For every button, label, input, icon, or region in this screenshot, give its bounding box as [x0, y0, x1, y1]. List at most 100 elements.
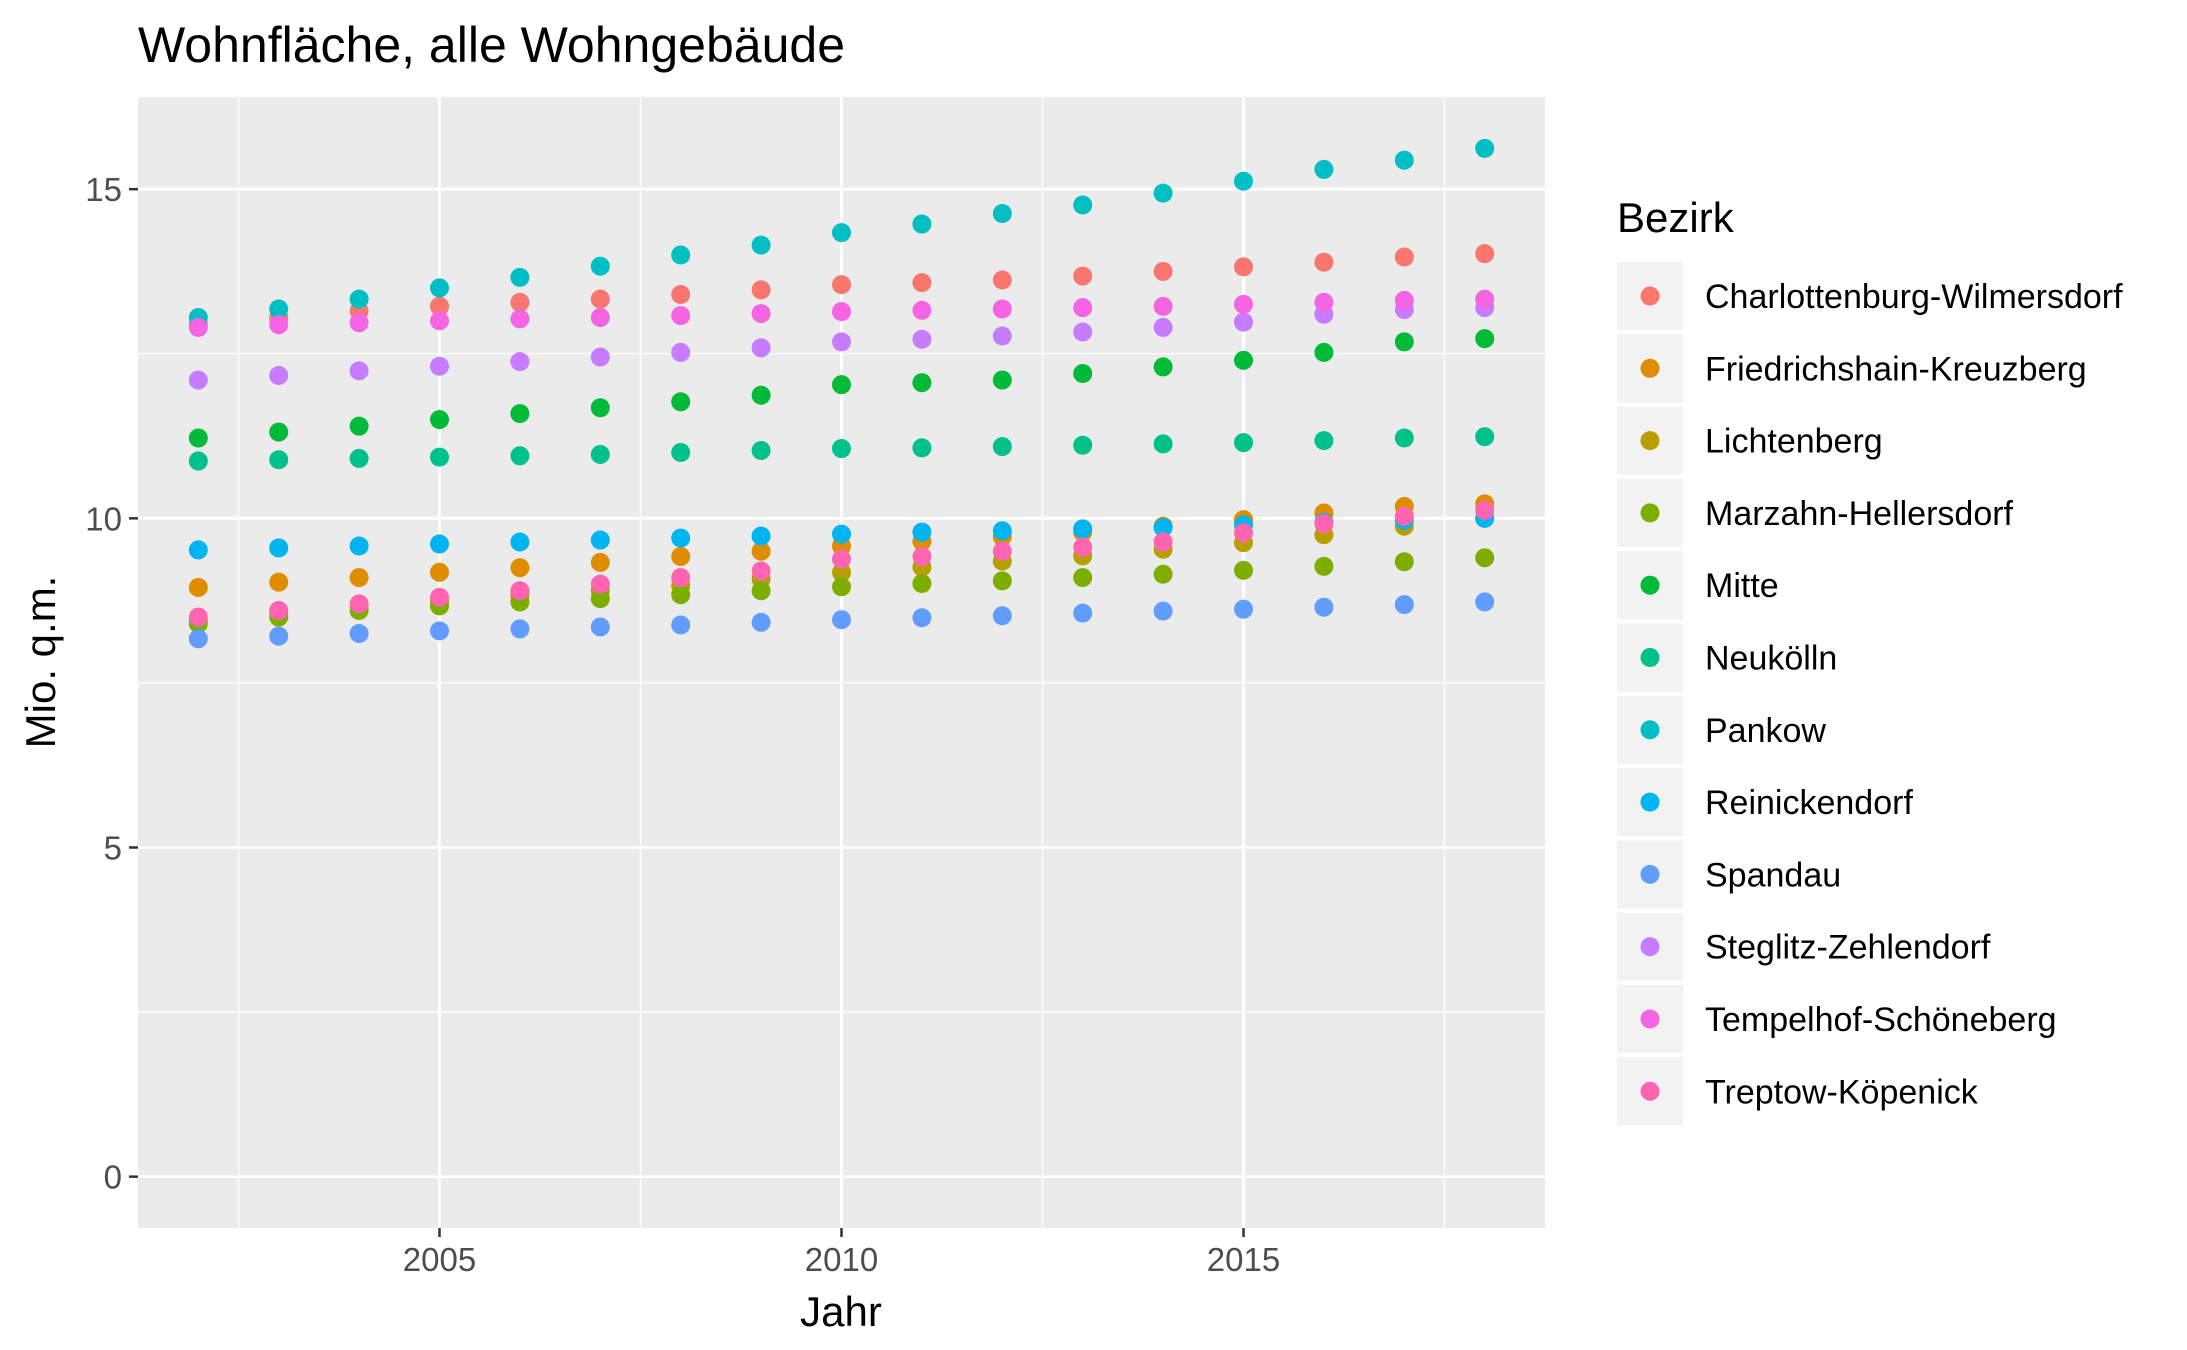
data-point: [751, 541, 771, 561]
data-point: [1073, 603, 1093, 623]
legend-label: Steglitz-Zehlendorf: [1705, 929, 1991, 967]
data-point: [1475, 427, 1495, 447]
data-point: [269, 572, 289, 592]
data-point: [269, 600, 289, 620]
legend-marker: [1640, 720, 1660, 740]
x-tick-label: 2015: [1207, 1241, 1280, 1278]
data-point: [430, 410, 449, 430]
y-tick-label: 10: [85, 500, 122, 537]
data-point: [510, 532, 530, 552]
data-point: [1475, 500, 1495, 520]
data-point: [912, 547, 932, 567]
data-point: [1234, 171, 1253, 191]
data-point: [430, 587, 449, 607]
data-point: [832, 302, 851, 322]
data-point: [510, 267, 530, 287]
data-point: [912, 300, 932, 320]
legend-item: Neukölln: [1617, 623, 1837, 692]
legend-label: Neukölln: [1705, 640, 1837, 678]
data-point: [590, 574, 610, 594]
data-point: [430, 447, 449, 467]
data-point: [590, 530, 610, 550]
data-point: [349, 536, 369, 556]
data-point: [590, 308, 610, 328]
data-point: [349, 289, 369, 309]
data-point: [1153, 518, 1173, 538]
data-point: [992, 299, 1012, 319]
legend-label: Marzahn-Hellersdorf: [1705, 495, 2014, 533]
data-point: [751, 612, 771, 632]
data-point: [1073, 322, 1093, 342]
data-point: [832, 562, 851, 582]
legend-label: Spandau: [1705, 856, 1841, 894]
legend-label: Treptow-Köpenick: [1705, 1073, 1979, 1111]
data-point: [430, 311, 449, 331]
data-point: [590, 347, 610, 367]
data-point: [1153, 357, 1173, 377]
series-8: [188, 592, 1495, 649]
data-point: [510, 619, 530, 639]
data-point: [1153, 183, 1173, 203]
data-point: [992, 326, 1012, 346]
legend-item: Tempelhof-Schöneberg: [1617, 985, 2057, 1053]
legend-title: Bezirk: [1617, 194, 1735, 241]
data-point: [1314, 431, 1334, 451]
data-point: [992, 204, 1012, 224]
legend-label: Mitte: [1705, 567, 1779, 605]
data-point: [1394, 290, 1414, 310]
data-point: [1394, 552, 1414, 572]
legend-item: Treptow-Köpenick: [1617, 1057, 1979, 1126]
legend-item: Spandau: [1617, 840, 1841, 909]
data-point: [751, 441, 771, 461]
data-point: [1475, 329, 1495, 349]
data-point: [269, 365, 289, 385]
data-point: [992, 521, 1012, 541]
y-tick-label: 5: [104, 829, 122, 866]
data-point: [1073, 195, 1093, 215]
legend-marker: [1640, 286, 1660, 306]
data-point: [430, 296, 449, 316]
legend-label: Tempelhof-Schöneberg: [1705, 1001, 2057, 1039]
data-point: [269, 626, 289, 646]
data-point: [1234, 433, 1253, 453]
data-point: [1153, 296, 1173, 316]
legend-marker: [1640, 358, 1660, 378]
data-point: [349, 624, 369, 644]
data-point: [349, 568, 369, 588]
legend-marker: [1640, 503, 1660, 523]
legend-label: Friedrichshain-Kreuzberg: [1705, 350, 2087, 388]
data-point: [1475, 592, 1495, 612]
data-point: [1073, 266, 1093, 286]
data-point: [188, 428, 208, 448]
data-point: [671, 585, 691, 605]
data-point: [510, 309, 530, 329]
data-point: [832, 439, 851, 459]
data-point: [751, 581, 771, 601]
data-point: [590, 444, 610, 464]
data-point: [1073, 298, 1093, 318]
x-axis: 2005 2010 2015: [403, 1228, 1280, 1278]
data-point: [188, 607, 208, 627]
data-point: [1153, 532, 1173, 552]
data-point: [751, 526, 771, 546]
legend: Bezirk Charlottenburg-Wilmersdorf Friedri…: [1617, 194, 2123, 1126]
data-point: [188, 451, 208, 471]
data-point: [269, 450, 289, 470]
data-point: [1073, 568, 1093, 588]
data-point: [832, 577, 851, 597]
data-point: [430, 562, 449, 582]
data-point: [671, 284, 691, 304]
data-point: [1394, 506, 1414, 526]
legend-item: Friedrichshain-Kreuzberg: [1617, 334, 2087, 403]
grid-lines: [138, 97, 1545, 1228]
series-6: [188, 138, 1495, 328]
data-point: [269, 422, 289, 442]
data-point: [430, 356, 449, 376]
chart-title: Wohnfläche, alle Wohngebäude: [138, 17, 845, 73]
data-point: [510, 446, 530, 466]
data-point: [188, 370, 208, 390]
data-point: [1073, 435, 1093, 455]
x-tick-label: 2010: [805, 1241, 878, 1278]
data-point: [671, 392, 691, 412]
